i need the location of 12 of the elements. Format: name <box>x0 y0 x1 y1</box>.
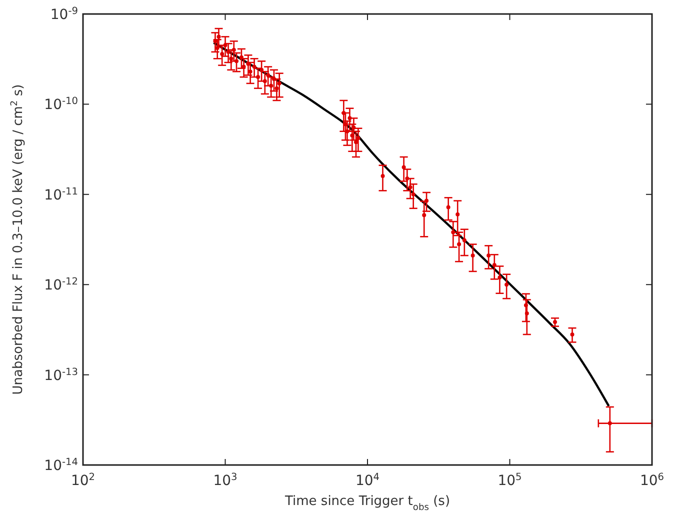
y-tick-label: 10$^{-12}$ <box>44 276 78 294</box>
y-tick-label: 10$^{-13}$ <box>44 366 78 384</box>
y-tick-label: 10$^{-11}$ <box>44 186 78 204</box>
y-tick-label: 10$^{-14}$ <box>44 456 78 474</box>
x-tick-label: 10$^{2}$ <box>70 472 96 489</box>
x-tick-label: 10$^{3}$ <box>213 472 238 489</box>
y-tick-label: 10$^{-9}$ <box>50 6 78 23</box>
x-tick-label: 10$^{4}$ <box>355 472 380 489</box>
x-tick-label: 10$^{5}$ <box>498 472 522 489</box>
x-tick-label: 10$^{6}$ <box>640 472 664 489</box>
x-axis-title: Time since Trigger t$_{obs}$ (s) <box>284 494 450 513</box>
y-tick-label: 10$^{-10}$ <box>44 96 78 114</box>
